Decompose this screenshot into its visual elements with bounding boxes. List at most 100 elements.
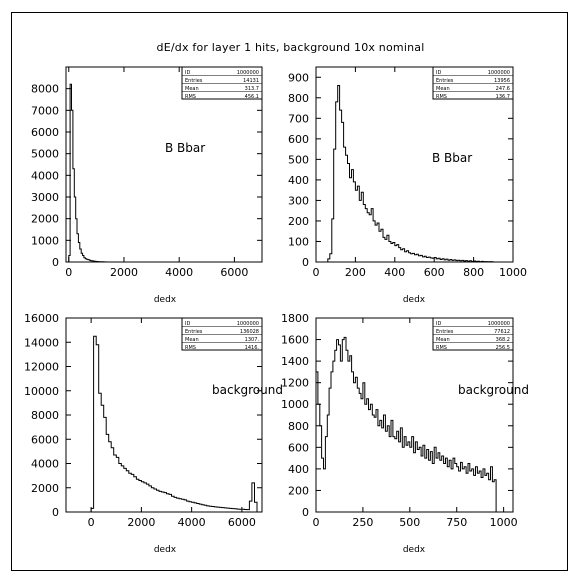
y-tick-label: 12000 [24,361,59,374]
x-axis-label: dedx [403,295,426,305]
x-tick-label: 500 [399,516,420,529]
histogram-line [90,335,258,512]
stats-value: 1307. [245,337,260,343]
y-tick-label: 6000 [31,126,59,139]
x-tick-label: 2000 [127,516,155,529]
y-tick-label: 8000 [31,83,59,96]
stats-key: Mean [185,86,199,92]
stats-value: 1416. [245,345,260,351]
x-tick-label: 250 [352,516,373,529]
stats-key: ID [185,70,190,76]
y-tick-label: 0 [52,506,59,519]
x-tick-label: 6000 [228,516,256,529]
stats-value: 1000000 [237,321,259,327]
canvas-frame [11,12,568,571]
stats-value: 1000000 [237,70,259,76]
x-axis-label: dedx [154,295,177,305]
y-tick-label: 2000 [31,482,59,495]
histogram-panel-1: 0 2000 4000 6000 0 1000 2000 3000 4000 5000 6000 70… [31,66,263,305]
x-tick-label: 750 [446,516,467,529]
stats-value: 13956 [494,78,510,84]
y-tick-label: 8000 [31,409,59,422]
histogram-line [327,85,494,263]
y-tick-label: 700 [288,112,309,125]
x-tick-label: 1000 [499,266,527,279]
stats-key: Entries [436,78,454,84]
stats-key: ID [436,70,441,76]
stats-box [432,317,514,351]
x-tick-label: 800 [463,266,484,279]
histogram-panel-2: 0 200 400 600 800 1000 0 100 200 300 400 500 600 700 8… [288,66,527,305]
stats-key: ID [185,321,190,327]
stats-value: 77612 [494,329,510,335]
stats-key: RMS [185,345,196,351]
y-tick-label: 0 [302,506,309,519]
stats-value: 368.2 [496,337,510,343]
y-tick-label: 1800 [281,312,309,325]
y-tick-label: 0 [302,256,309,269]
stats-key: Mean [436,86,450,92]
x-axis-label: dedx [403,545,426,555]
y-tick-label: 7000 [31,104,59,117]
stats-value: 136.7 [496,94,510,100]
y-tick-label: 16000 [24,312,59,325]
stats-value: 14131 [243,78,259,84]
stats-box [432,66,514,100]
x-tick-label: 200 [345,266,366,279]
stats-box [181,66,263,100]
histogram-panel-4: 0 250 500 750 1000 0 200 400 600 800 1000 1200 1400 1… [281,312,529,555]
panel-annotation: background [458,383,529,397]
y-tick-label: 400 [288,463,309,476]
plot-frame [315,66,514,263]
page-title: dE/dx for layer 1 hits, background 10x n… [156,41,425,54]
y-tick-label: 1200 [281,377,309,390]
plot-frame [315,317,514,513]
y-tick-label: 800 [288,92,309,105]
y-tick-label: 4000 [31,169,59,182]
y-tick-label: 600 [288,133,309,146]
stats-key: Mean [185,337,199,343]
y-tick-label: 400 [288,174,309,187]
y-tick-label: 1600 [281,334,309,347]
y-tick-label: 800 [288,420,309,433]
y-tick-label: 100 [288,235,309,248]
plot-frame [65,66,263,263]
stats-value: 313.7 [245,86,259,92]
stats-value: 136028 [240,329,259,335]
stats-key: Mean [436,337,450,343]
x-axis-label: dedx [154,545,177,555]
stats-key: RMS [436,94,447,100]
x-tick-label: 0 [65,266,72,279]
y-tick-label: 300 [288,194,309,207]
y-tick-label: 200 [288,484,309,497]
x-tick-label: 0 [88,516,95,529]
x-tick-label: 2000 [110,266,138,279]
stats-value: 1000000 [488,321,510,327]
histogram-panel-3: 0 2000 4000 6000 0 2000 4000 6000 8000 10000 12000… [24,312,283,555]
y-tick-label: 3000 [31,191,59,204]
y-tick-label: 200 [288,215,309,228]
histogram-line [68,83,108,263]
stats-key: RMS [185,94,196,100]
stats-key: ID [436,321,441,327]
stats-key: RMS [436,345,447,351]
x-tick-label: 600 [424,266,445,279]
stats-box [181,317,263,351]
y-tick-label: 1400 [281,355,309,368]
panel-annotation: background [212,383,283,397]
panel-annotation: B Bbar [165,141,205,155]
x-tick-label: 400 [384,266,405,279]
y-tick-label: 2000 [31,213,59,226]
y-tick-label: 1000 [281,398,309,411]
y-tick-label: 14000 [24,336,59,349]
y-tick-label: 5000 [31,148,59,161]
stats-key: Entries [436,329,454,335]
x-tick-label: 1000 [490,516,518,529]
y-tick-label: 6000 [31,433,59,446]
stats-key: Entries [185,78,203,84]
x-tick-label: 0 [313,516,320,529]
x-tick-label: 6000 [220,266,248,279]
y-tick-label: 1000 [31,234,59,247]
